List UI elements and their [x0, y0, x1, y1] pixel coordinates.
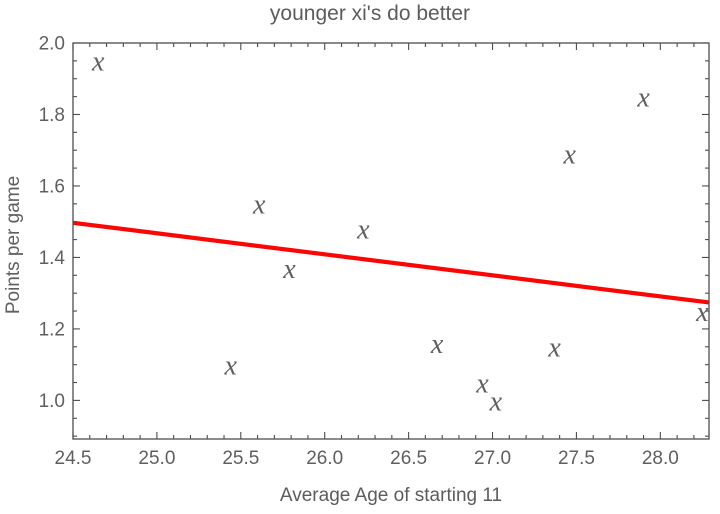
x-tick-label: 27.0: [474, 448, 511, 469]
chart-title: younger xi's do better: [269, 2, 471, 25]
x-tick-label: 26.5: [390, 448, 427, 469]
y-tick-label: 2.0: [39, 34, 65, 55]
x-tick-label: 24.5: [55, 448, 92, 469]
data-point-marker: x: [636, 82, 650, 113]
data-point-marker: x: [562, 140, 576, 171]
data-point-marker: x: [475, 368, 489, 399]
y-tick-label: 1.0: [39, 391, 65, 412]
x-tick-label: 26.0: [306, 448, 343, 469]
y-tick-label: 1.6: [39, 176, 65, 197]
data-point-marker: x: [282, 254, 296, 285]
x-tick-label: 25.0: [138, 448, 175, 469]
y-axis-label: Points per game: [3, 176, 24, 314]
data-point-marker: x: [547, 333, 561, 364]
y-tick-label: 1.2: [39, 319, 65, 340]
data-point-marker: x: [224, 351, 238, 382]
data-point-marker: x: [489, 386, 503, 417]
x-tick-label: 27.5: [558, 448, 595, 469]
data-point-marker: x: [430, 329, 444, 360]
plot-generated-content: 24.5 25.0 25.5 26.0 26.5 27.0 27.5 28.0 1.0 1.2 1.…: [39, 34, 710, 469]
trend-line: [72, 220, 710, 305]
plot-frame: [72, 42, 710, 440]
data-point-marker: x: [695, 297, 709, 328]
x-axis-label: Average Age of starting 11: [279, 485, 503, 506]
x-tick-label: 28.0: [642, 448, 679, 469]
data-point-marker: x: [252, 190, 266, 221]
y-tick-label: 1.8: [39, 105, 65, 126]
y-tick-label: 1.4: [39, 248, 66, 269]
data-point-marker: x: [91, 47, 105, 78]
x-tick-label: 25.5: [222, 448, 259, 469]
data-point-marker: x: [356, 215, 370, 246]
